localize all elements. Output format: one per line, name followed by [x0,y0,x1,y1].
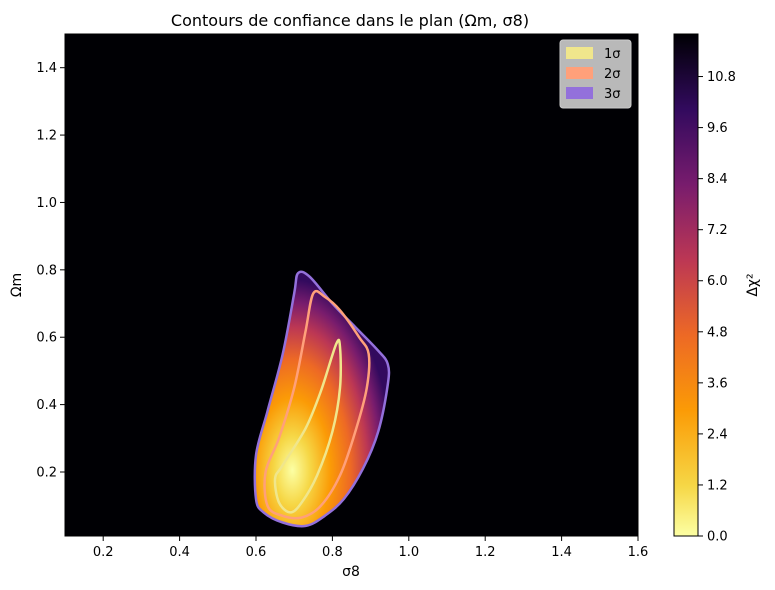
x-axis: 0.2 0.4 0.6 0.8 1.0 1.2 1.4 1.6 [93,536,648,560]
legend-label: 1σ [604,47,621,62]
contour-1sigma [273,338,343,514]
y-tick-label: 1.2 [36,129,57,144]
colorbar-tick-label: 1.2 [707,478,728,493]
colorbar: 0.0 1.2 2.4 3.6 4.8 6.0 7.2 8.4 9.6 10.8 Δχ² [673,33,761,545]
contour-3sigma [253,270,391,528]
chart-title: Contours de confiance dans le plan (Ωm, … [171,11,529,30]
x-tick-label: 0.8 [322,545,343,560]
legend-swatch [566,47,593,59]
y-tick-label: 0.6 [36,331,57,346]
legend-label: 3σ [604,87,621,102]
x-tick-label: 1.4 [551,545,572,560]
colorbar-tick-label: 10.8 [707,70,736,85]
legend-swatch [566,67,593,79]
x-tick-label: 0.6 [246,545,267,560]
colorbar-tick-label: 8.4 [707,172,728,187]
colorbar-tick-label: 2.4 [707,427,728,442]
x-axis-label: σ8 [342,564,360,580]
colorbar-tick-label: 3.6 [707,376,728,391]
x-tick-label: 0.4 [169,545,190,560]
colorbar-tick-label: 7.2 [707,223,728,238]
contour-2sigma [263,289,371,520]
colorbar-tick-label: 0.0 [707,530,728,545]
y-axis: 0.2 0.4 0.6 0.8 1.0 1.2 1.4 [36,61,65,480]
x-tick-label: 1.2 [475,545,496,560]
x-tick-label: 0.2 [93,545,114,560]
colorbar-gradient [673,33,699,537]
legend: 1σ 2σ 3σ [559,39,632,109]
y-tick-label: 1.0 [36,196,57,211]
y-tick-label: 1.4 [36,61,57,76]
colorbar-tick-label: 9.6 [707,121,728,136]
plot-area [65,34,638,536]
x-tick-label: 1.0 [398,545,419,560]
plot-frame [64,33,639,537]
colorbar-tick-label: 6.0 [707,274,728,289]
x-tick-label: 1.6 [628,545,649,560]
colorbar-tick-label: 4.8 [707,325,728,340]
y-tick-label: 0.2 [36,465,57,480]
heatmap-region [254,271,389,527]
legend-label: 2σ [604,67,621,82]
y-axis-label: Ωm [9,273,25,297]
y-tick-label: 0.4 [36,398,57,413]
y-tick-label: 0.8 [36,263,57,278]
legend-swatch [566,87,593,99]
colorbar-label: Δχ² [745,273,761,296]
